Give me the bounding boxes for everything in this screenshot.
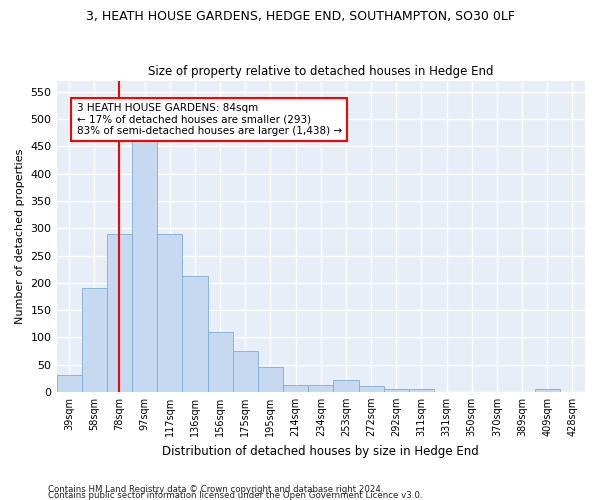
Bar: [359, 386, 383, 392]
Bar: [82, 288, 107, 392]
Text: 3, HEATH HOUSE GARDENS, HEDGE END, SOUTHAMPTON, SO30 0LF: 3, HEATH HOUSE GARDENS, HEDGE END, SOUTH…: [86, 10, 515, 23]
Y-axis label: Number of detached properties: Number of detached properties: [15, 148, 25, 324]
Bar: [535, 389, 560, 392]
Bar: [107, 234, 132, 392]
Bar: [334, 380, 359, 392]
Bar: [283, 384, 308, 392]
Text: Contains public sector information licensed under the Open Government Licence v3: Contains public sector information licen…: [48, 491, 422, 500]
Bar: [258, 366, 283, 392]
Text: Contains HM Land Registry data © Crown copyright and database right 2024.: Contains HM Land Registry data © Crown c…: [48, 485, 383, 494]
Bar: [208, 332, 233, 392]
Bar: [233, 351, 258, 392]
Bar: [383, 389, 409, 392]
Bar: [409, 389, 434, 392]
Bar: [182, 276, 208, 392]
Bar: [308, 386, 334, 392]
Title: Size of property relative to detached houses in Hedge End: Size of property relative to detached ho…: [148, 66, 494, 78]
Bar: [132, 141, 157, 392]
X-axis label: Distribution of detached houses by size in Hedge End: Distribution of detached houses by size …: [163, 444, 479, 458]
Text: 3 HEATH HOUSE GARDENS: 84sqm
← 17% of detached houses are smaller (293)
83% of s: 3 HEATH HOUSE GARDENS: 84sqm ← 17% of de…: [77, 103, 342, 136]
Bar: [56, 376, 82, 392]
Bar: [157, 234, 182, 392]
